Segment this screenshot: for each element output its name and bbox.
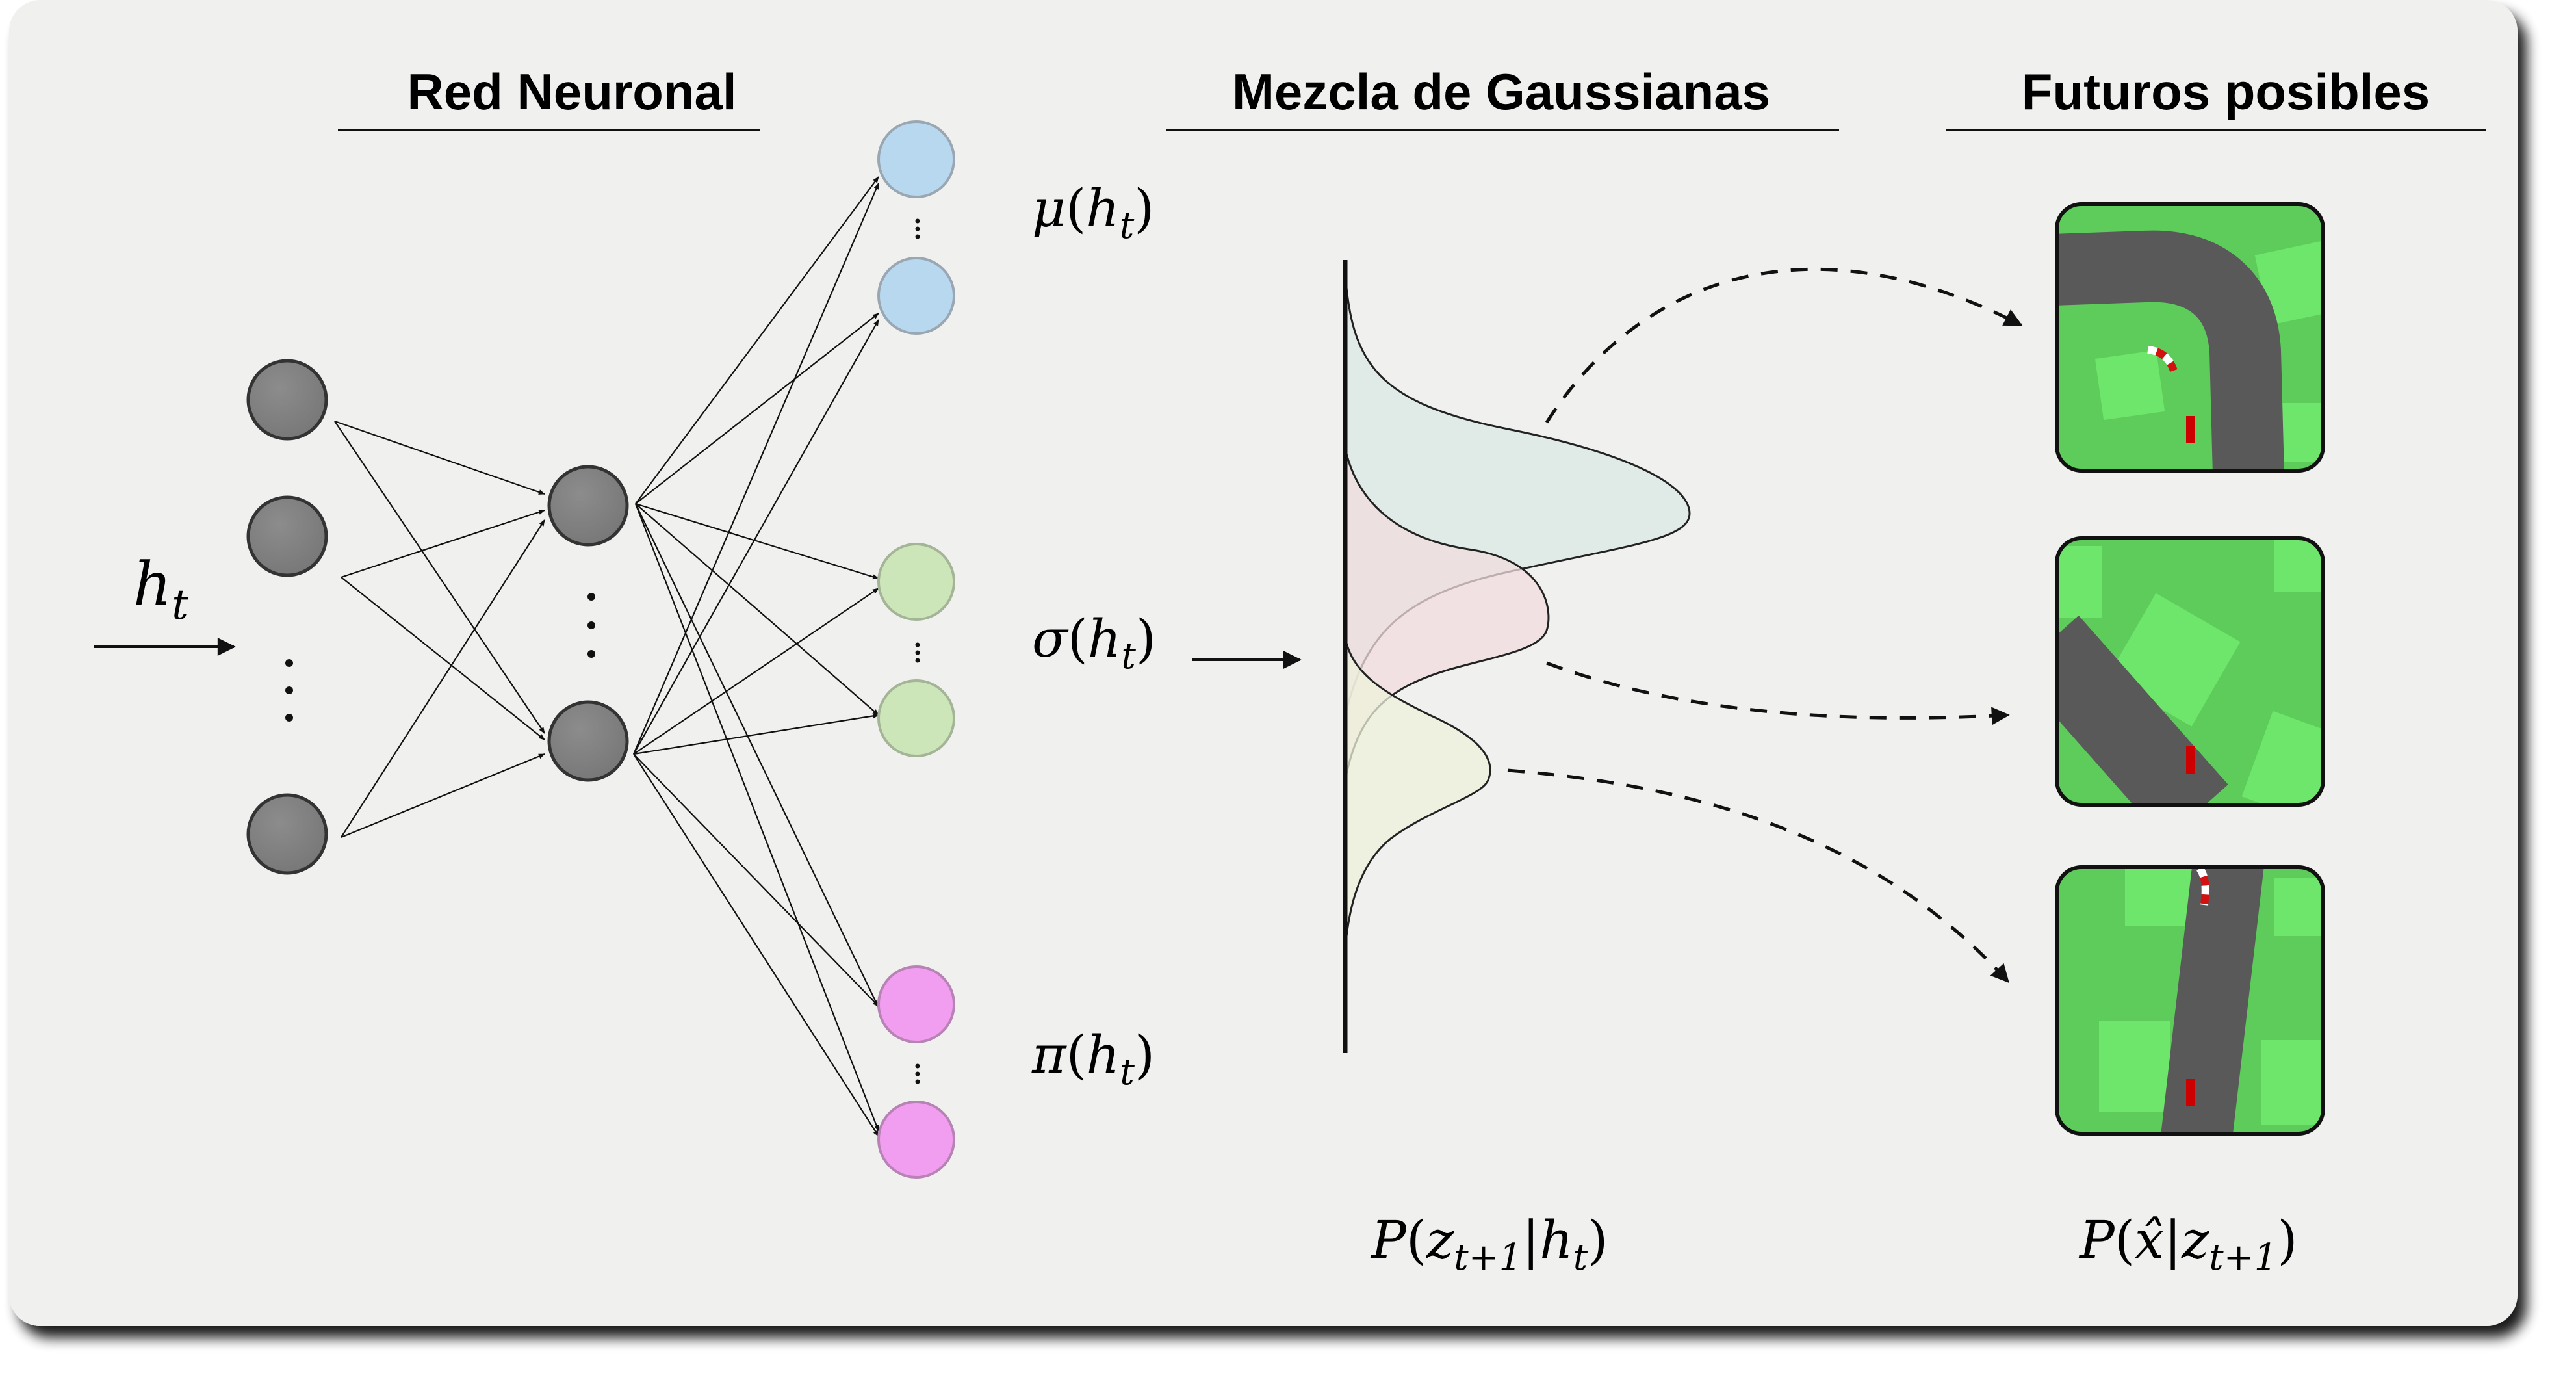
output-sigma [877, 543, 955, 757]
mu-ellipsis [915, 218, 920, 239]
output-pi [877, 965, 955, 1179]
future-arrows [1507, 267, 2023, 984]
future-arrow-2 [1546, 661, 2010, 725]
mu-neuron [877, 120, 955, 198]
future-arrow-3 [1507, 768, 2009, 984]
sigma-neuron [877, 679, 955, 757]
input-ellipsis [285, 659, 293, 722]
sigma-ellipsis [915, 642, 920, 663]
hidden-layer [547, 465, 629, 782]
pi-neuron [877, 1101, 955, 1179]
car-icon [2186, 1079, 2195, 1106]
mu-label: μ(ht) [1032, 178, 1154, 247]
svg-text:Red Neuronal: Red Neuronal [407, 63, 736, 120]
future-image-3 [2055, 865, 2325, 1136]
hidden-ellipsis [587, 593, 595, 658]
car-icon [2186, 746, 2195, 774]
sigma-neuron [877, 543, 955, 621]
input-neuron [246, 793, 328, 875]
sigma-label: σ(ht) [1032, 608, 1156, 677]
hidden-neuron [547, 465, 629, 547]
output-mu [877, 120, 955, 335]
input-neuron [246, 359, 328, 441]
hidden-neuron [547, 700, 629, 782]
heading-network: Red Neuronal [338, 63, 760, 131]
pi-label: π(ht) [1031, 1024, 1155, 1093]
car-icon [2186, 416, 2195, 443]
pi-ellipsis [915, 1063, 920, 1084]
heading-mixture: Mezcla de Gaussianas [1166, 63, 1839, 131]
svg-text:Futuros posibles: Futuros posibles [2022, 63, 2430, 120]
future-image-2 [2055, 536, 2325, 807]
svg-text:Mezcla de Gaussianas: Mezcla de Gaussianas [1232, 63, 1770, 120]
pi-neuron [877, 965, 955, 1043]
gaussian-3 [1344, 636, 1491, 950]
future-arrow-1 [1545, 267, 2023, 424]
heading-futures: Futuros posibles [1946, 63, 2486, 131]
input-neuron [246, 495, 328, 577]
network-connections [334, 176, 880, 1137]
input-layer [246, 359, 328, 875]
future-image-1 [2055, 202, 2325, 473]
mu-neuron [877, 257, 955, 335]
gaussian-mixture [1343, 260, 1691, 1053]
panel-background [9, 0, 2518, 1326]
